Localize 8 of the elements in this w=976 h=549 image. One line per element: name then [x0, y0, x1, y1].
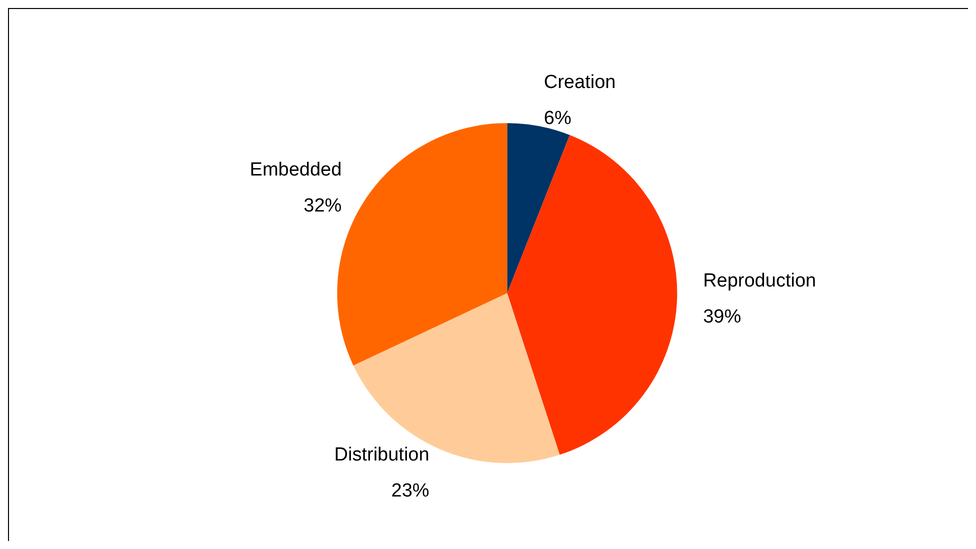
data-label: 39% [703, 306, 742, 328]
data-label: 6% [544, 108, 572, 130]
slice-label: Embedded [250, 160, 342, 181]
slice-label: Creation [544, 72, 616, 94]
data-label: 32% [304, 196, 342, 217]
slice-label: Distribution [334, 444, 430, 466]
data-label: 23% [391, 480, 430, 502]
slice-label: Reproduction [703, 270, 816, 292]
